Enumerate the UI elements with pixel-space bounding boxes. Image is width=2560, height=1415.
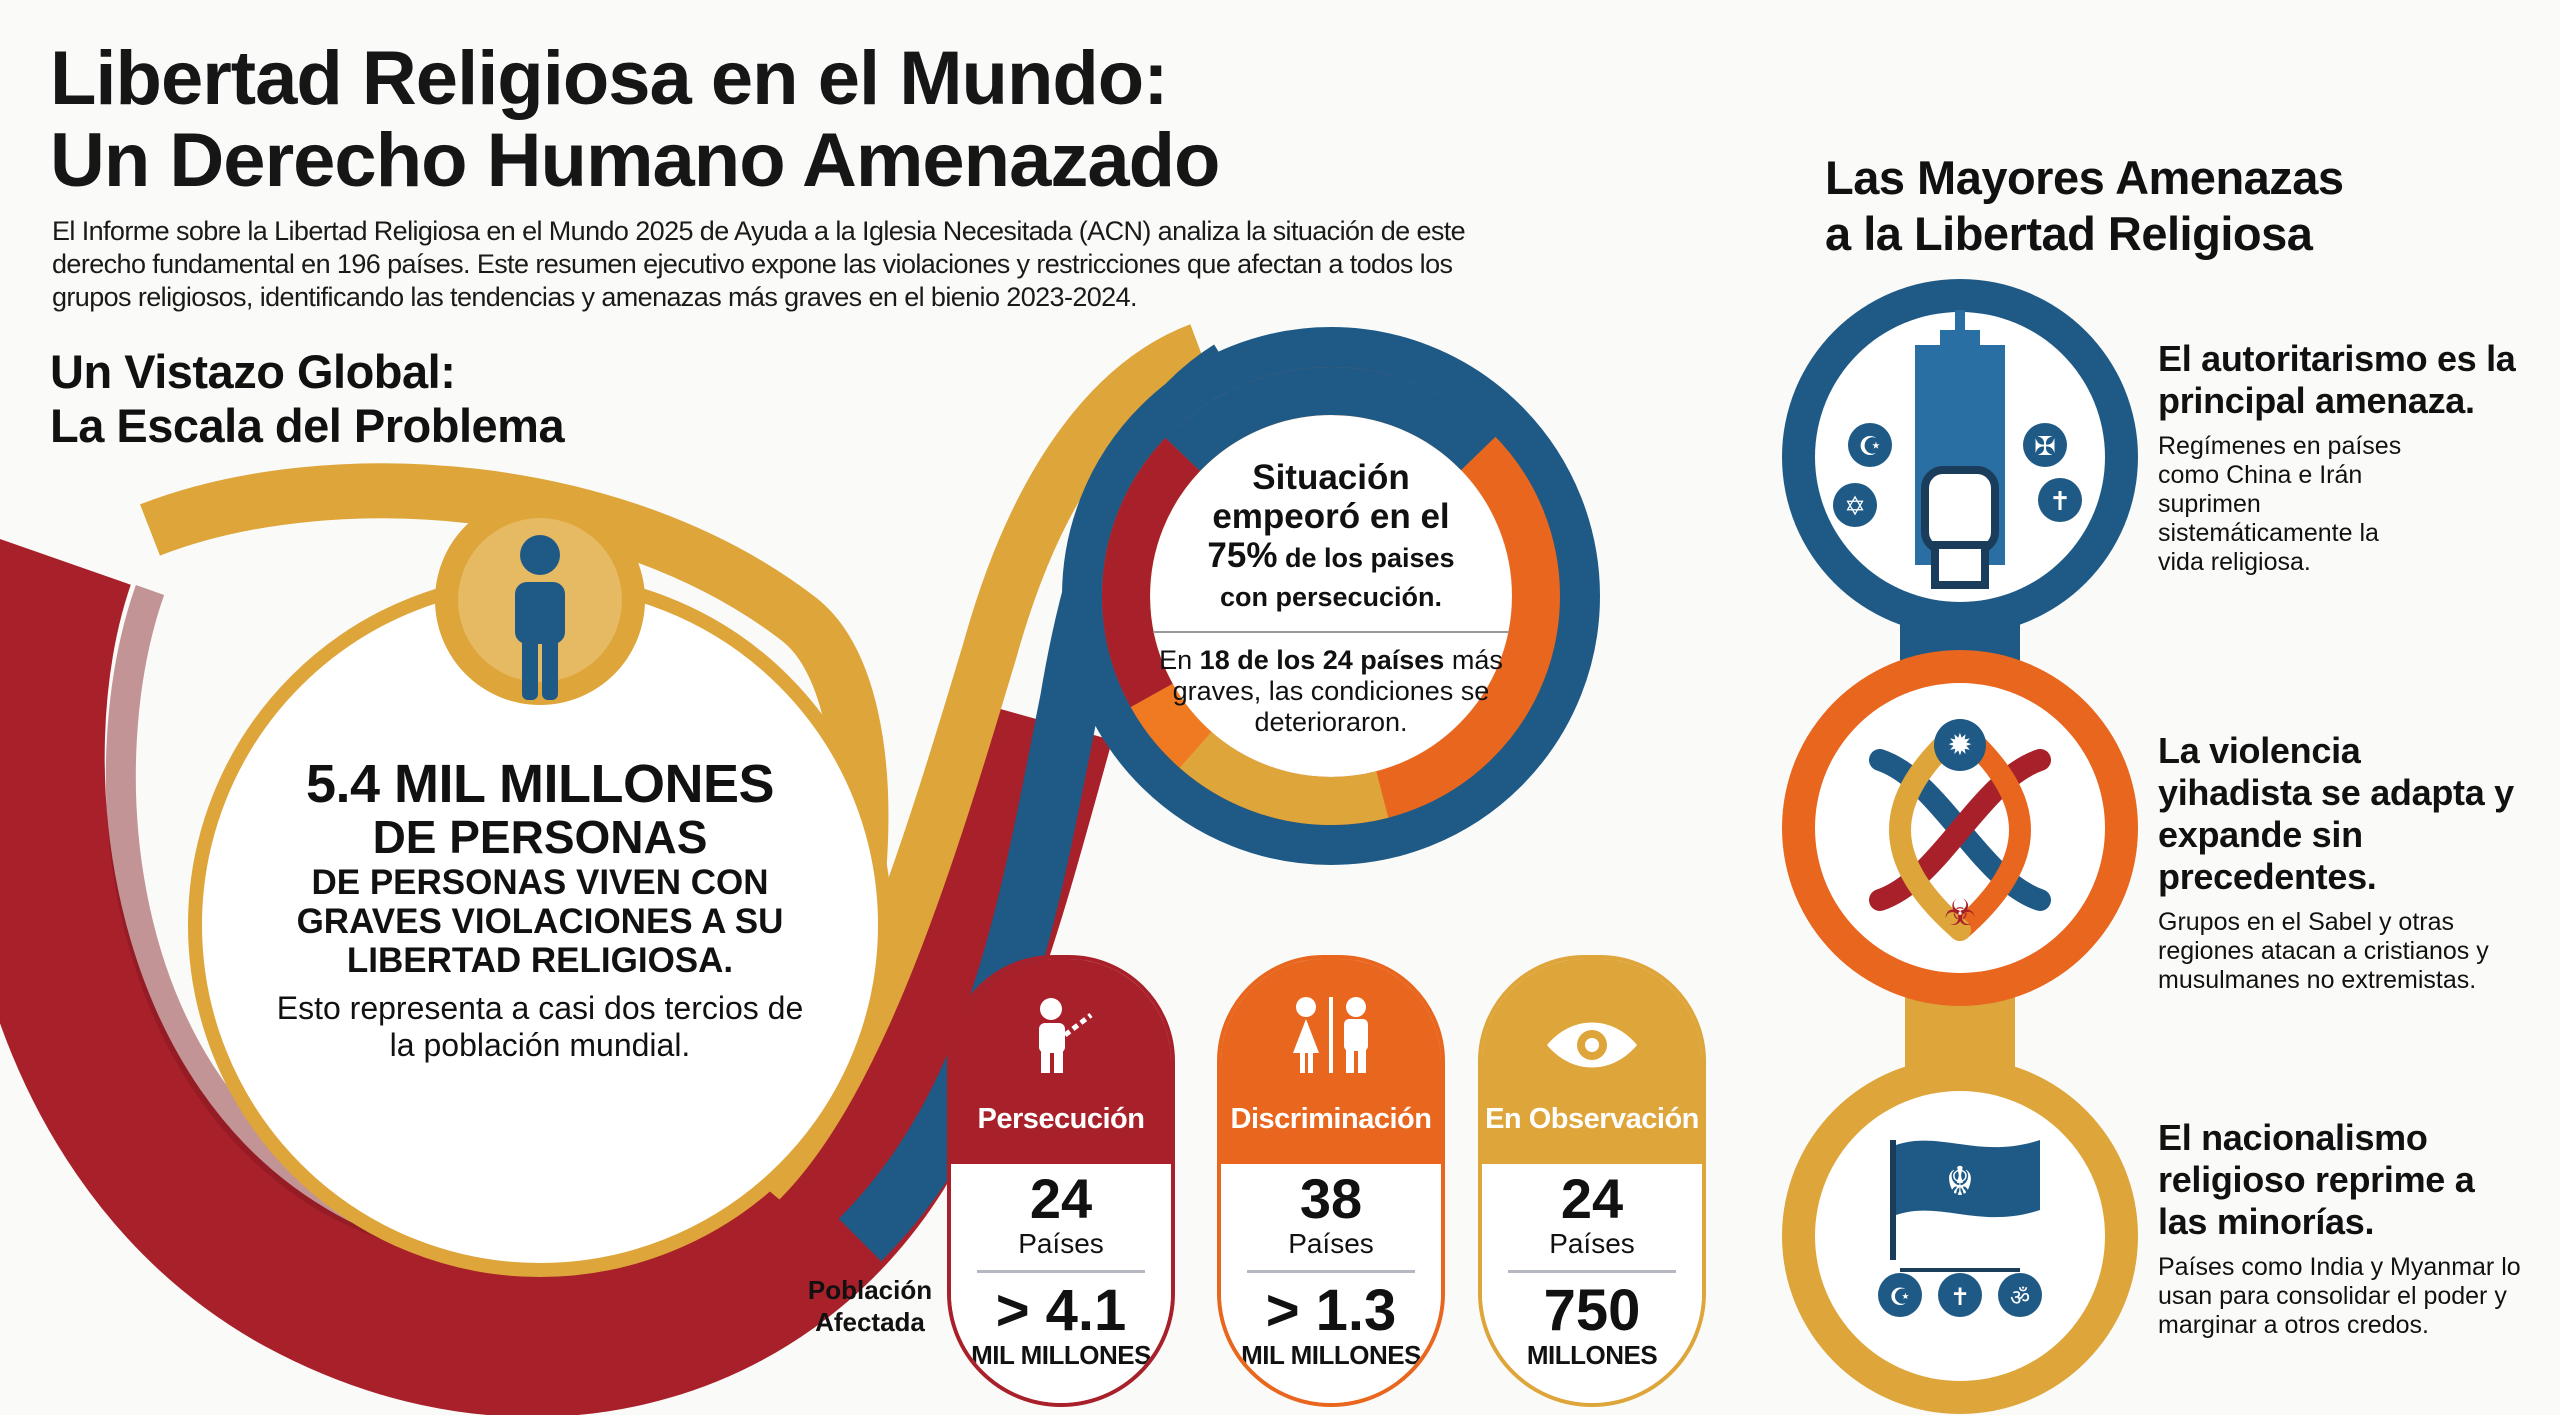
ring-line-2: empeoró en el [1212,497,1450,536]
population-label: Población Afectada [807,1275,933,1337]
ring-line-1: Situación [1252,458,1410,497]
category-card-persecucion: Persecución 24 Países > 4.1 MIL MILLONES [947,955,1175,1407]
category-label: Discriminación [1230,1103,1432,1135]
category-label: En Observación [1485,1103,1699,1135]
person-icon [515,535,565,700]
category-card-observacion: En Observación 24 Países 750 MILLONES [1478,955,1706,1407]
worsening-stat: Situación empeoró en el 75% de los paise… [1145,458,1517,738]
threats-heading-line-2: a la Libertad Religiosa [1825,207,2313,260]
svg-text:☬: ☬ [1946,1160,1974,1204]
threat-desc: Regímenes en países como China e Irán su… [2158,432,2402,576]
big-caption: DE PERSONAS VIVEN CON GRAVES VIOLACIONES… [296,863,784,980]
chained-person-icon [1039,998,1093,1073]
ring-line-3: de los paises [1277,543,1455,573]
ring-outer [1062,327,1600,865]
threat-desc: Países como India y Myanmar lo usan para… [2158,1253,2521,1339]
ring-blue-left [1102,367,1560,825]
title-line-1: Libertad Religiosa en el Mundo: [50,36,1169,121]
population-unit: MIL MILLONES [1241,1340,1421,1370]
svg-text:✠: ✠ [2034,431,2056,461]
threat-desc: Grupos en el Sabel y otras regiones atac… [2158,908,2489,994]
svg-text:✹: ✹ [1947,729,1972,762]
category-card-discriminacion: Discriminación 38 Países > 1.3 MIL MILLO… [1217,955,1445,1407]
intro-paragraph: El Informe sobre la Libertad Religiosa e… [52,216,1466,312]
ring-red-segment [1102,367,1560,825]
country-unit: Países [1288,1228,1374,1259]
threat-authoritarianism: El autoritarismo es la principal amenaza… [2158,338,2558,577]
threat-nationalism: El nacionalismo religioso reprime a las … [2158,1117,2558,1340]
population-value: 750 [1543,1278,1641,1343]
ring-line-4: con persecución. [1219,582,1443,612]
svg-text:✝: ✝ [2049,486,2071,516]
svg-text:✡: ✡ [1844,491,1866,521]
threats-heading-line-1: Las Mayores Amenazas [1825,151,2344,204]
big-number-sub: DE PERSONAS [372,811,708,863]
flag-religions-icon: ☬ ☪ ✝ ॐ [1878,1140,2042,1317]
population-unit: MILLONES [1526,1340,1658,1370]
population-value: > 1.3 [1265,1278,1397,1343]
svg-text:☣: ☣ [1944,892,1976,933]
title-line-2: Un Derecho Humano Amenazado [50,118,1220,203]
population-stat: 5.4 MIL MILLONES DE PERSONAS DE PERSONAS… [270,755,810,1064]
threat-jihadism: La violencia yihadista se adapta y expan… [2158,730,2558,995]
ring-gold-segment [1102,367,1560,825]
overview-heading-line-1: Un Vistazo Global: [50,345,456,398]
overview-heading: Un Vistazo Global: La Escala del Problem… [50,345,565,453]
red-ribbon [0,539,1113,1415]
country-count: 24 [1029,1167,1093,1230]
eye-icon [1547,1022,1637,1068]
divider [1153,631,1509,633]
intertwined-arrows-icon: ✹ ☣ [1869,719,2051,941]
threat-title: La violencia yihadista se adapta y expan… [2158,730,2514,897]
overview-heading-line-2: La Escala del Problema [50,399,565,452]
big-note: Esto representa a casi dos tercios de la… [276,990,804,1063]
ring-percent: 75% [1207,536,1278,575]
svg-text:ॐ: ॐ [2010,1285,2030,1310]
man-woman-icon [1293,997,1368,1073]
threats-heading: Las Mayores Amenazas a la Libertad Relig… [1825,150,2344,262]
country-count: 38 [1299,1167,1363,1230]
country-count: 24 [1560,1167,1624,1230]
population-value: > 4.1 [995,1278,1127,1343]
country-unit: Países [1549,1228,1635,1259]
building-fist-icon: ☪ ✡ ✠ ✝ [1833,310,2082,589]
svg-text:☪: ☪ [1858,431,1881,461]
svg-text:☪: ☪ [1889,1284,1911,1311]
country-unit: Países [1018,1228,1104,1259]
svg-text:✝: ✝ [1950,1284,1970,1311]
ring-detail: En 18 de los 24 países más graves, las c… [1159,645,1503,737]
big-number: 5.4 MIL MILLONES [305,754,775,814]
threat-title: El nacionalismo religioso reprime a las … [2158,1117,2475,1242]
page-title: Libertad Religiosa en el Mundo: Un Derec… [50,36,1220,203]
category-label: Persecución [977,1103,1145,1135]
population-unit: MIL MILLONES [971,1340,1151,1370]
threat-title: El autoritarismo es la principal amenaza… [2158,338,2516,421]
